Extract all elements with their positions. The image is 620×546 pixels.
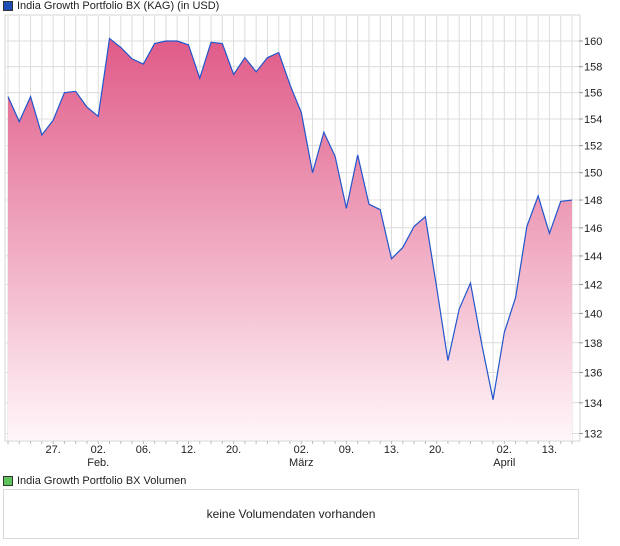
volume-panel: keine Volumendaten vorhanden	[3, 489, 579, 539]
x-tick-label: 20.	[226, 444, 241, 456]
y-tick-label: 138	[584, 338, 602, 350]
y-tick-label: 150	[584, 168, 602, 180]
y-tick-label: 152	[584, 141, 602, 153]
y-tick-label: 132	[584, 428, 602, 440]
volume-legend: India Growth Portfolio BX Volumen	[3, 475, 186, 487]
x-tick-label: 02.	[497, 444, 512, 456]
price-line	[7, 37, 573, 400]
x-month-label: März	[289, 457, 313, 469]
y-tick-label: 142	[584, 279, 602, 291]
y-tick-label: 148	[584, 195, 602, 207]
y-tick-label: 136	[584, 368, 602, 380]
y-tick-label: 156	[584, 88, 602, 100]
price-area	[8, 38, 572, 440]
y-tick-label: 146	[584, 223, 602, 235]
y-tick-label: 134	[584, 398, 602, 410]
x-month-label: April	[493, 457, 515, 469]
x-tick-label: 20.	[429, 444, 444, 456]
y-tick-label: 160	[584, 36, 602, 48]
x-tick-label: 02.	[91, 444, 106, 456]
y-tick-label: 154	[584, 114, 602, 126]
price-legend-swatch	[3, 1, 13, 11]
y-tick-label: 158	[584, 62, 602, 74]
y-tick-label: 140	[584, 308, 602, 320]
x-tick-label: 12.	[181, 444, 196, 456]
x-tick-label: 09.	[339, 444, 354, 456]
x-tick-label: 27.	[45, 444, 60, 456]
price-legend: India Growth Portfolio BX (KAG) (in USD)	[3, 0, 219, 12]
x-tick-label: 06.	[136, 444, 151, 456]
x-month-label: Feb.	[87, 457, 109, 469]
x-tick-label: 13.	[384, 444, 399, 456]
x-tick-label: 02.	[294, 444, 309, 456]
y-tick-label: 144	[584, 251, 602, 263]
volume-legend-label: India Growth Portfolio BX Volumen	[17, 475, 187, 487]
y-axis: 132 134 136 138 140 142 144 146 148 150 152 154 156 1…	[579, 36, 602, 440]
price-legend-label: India Growth Portfolio BX (KAG) (in USD)	[17, 0, 220, 12]
volume-legend-swatch	[3, 476, 13, 486]
price-chart: 132 134 136 138 140 142 144 146 148 150 152 154 156 1…	[4, 14, 602, 469]
x-tick-label: 13.	[542, 444, 557, 456]
no-volume-message: keine Volumendaten vorhanden	[206, 507, 376, 521]
